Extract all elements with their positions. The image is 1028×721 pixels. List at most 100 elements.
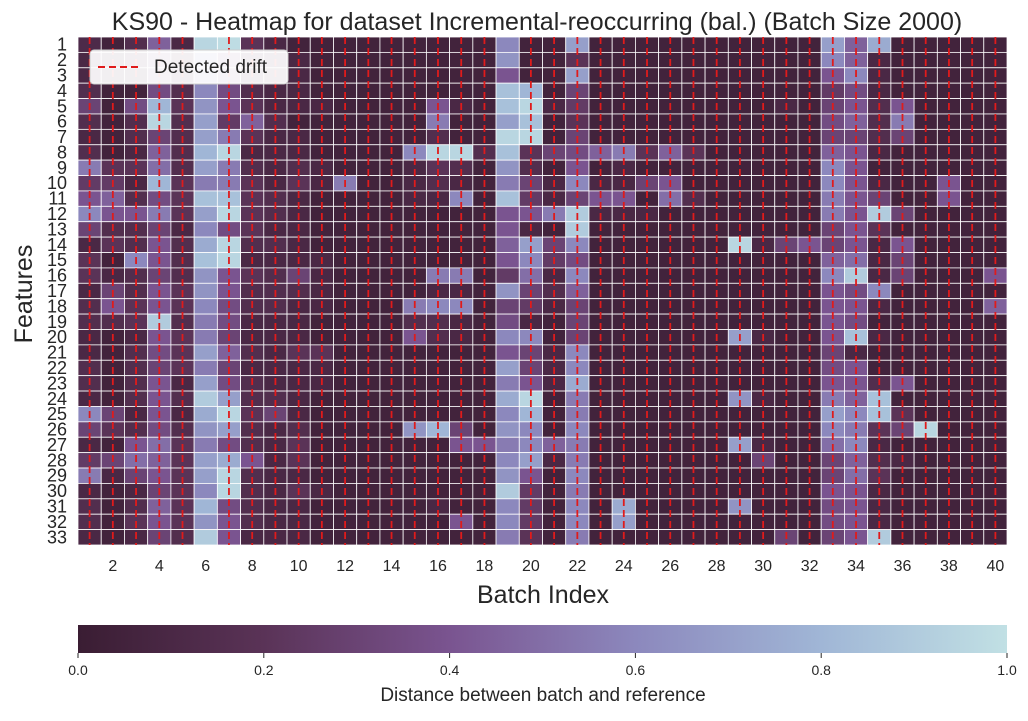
heatmap-cell bbox=[495, 36, 520, 53]
y-tick-label: 4 bbox=[57, 81, 67, 101]
y-axis-label: Features bbox=[10, 245, 38, 344]
heatmap-cell bbox=[495, 252, 520, 269]
colorbar-tick-label: 0.2 bbox=[254, 662, 274, 678]
y-tick-label: 16 bbox=[47, 266, 67, 286]
y-tick-label: 24 bbox=[47, 389, 67, 409]
y-tick-label: 20 bbox=[47, 327, 67, 347]
y-tick-label: 30 bbox=[47, 481, 67, 501]
x-tick-label: 2 bbox=[108, 558, 117, 575]
heatmap-cell bbox=[495, 221, 520, 238]
heatmap-cell bbox=[495, 498, 520, 515]
heatmap-cell bbox=[495, 390, 520, 407]
heatmap-cell bbox=[193, 82, 218, 99]
heatmap-cell bbox=[495, 467, 520, 484]
x-tick-label: 8 bbox=[248, 558, 257, 575]
heatmap-cell bbox=[193, 421, 218, 438]
heatmap-cell bbox=[495, 51, 520, 69]
heatmap-cell bbox=[193, 113, 218, 130]
heatmap-cell bbox=[495, 344, 520, 361]
y-tick-labels: 1234567891011121314151617181920212223242… bbox=[47, 35, 67, 548]
y-tick-label: 25 bbox=[47, 404, 67, 424]
colorbar: 0.0 0.2 0.4 0.6 0.8 1.0 Distance between batc… bbox=[68, 625, 1017, 706]
y-tick-label: 9 bbox=[57, 158, 67, 178]
heatmap-cell bbox=[495, 298, 520, 315]
heatmap-cell bbox=[495, 375, 520, 392]
colorbar-tick-label: 1.0 bbox=[997, 662, 1017, 678]
y-tick-label: 21 bbox=[47, 343, 67, 363]
heatmap-cell bbox=[193, 98, 218, 115]
heatmap-cell bbox=[495, 406, 520, 423]
y-tick-label: 28 bbox=[47, 450, 67, 470]
colorbar-tick-label: 0.0 bbox=[68, 662, 88, 678]
x-tick-label: 30 bbox=[754, 558, 772, 575]
x-axis-label: Batch Index bbox=[477, 581, 610, 609]
heatmap-cell bbox=[193, 436, 218, 454]
x-tick-label: 28 bbox=[708, 558, 726, 575]
x-tick-label: 22 bbox=[568, 558, 586, 575]
x-tick-label: 20 bbox=[522, 558, 540, 575]
y-tick-label: 12 bbox=[47, 204, 67, 224]
colorbar-label: Distance between batch and reference bbox=[380, 685, 705, 706]
y-tick-label: 15 bbox=[47, 250, 67, 270]
y-tick-label: 26 bbox=[47, 420, 67, 440]
heatmap-cell bbox=[495, 144, 520, 161]
y-tick-label: 1 bbox=[57, 35, 67, 55]
heatmap-cell bbox=[495, 483, 520, 500]
y-tick-label: 23 bbox=[47, 373, 67, 393]
y-tick-label: 11 bbox=[48, 189, 67, 209]
legend-box bbox=[89, 49, 289, 85]
y-tick-label: 31 bbox=[47, 497, 67, 517]
y-tick-label: 18 bbox=[47, 296, 67, 316]
colorbar-tick-label: 0.4 bbox=[440, 662, 460, 678]
x-tick-label: 10 bbox=[290, 558, 308, 575]
heatmap-cell bbox=[495, 205, 520, 223]
heatmap-cell bbox=[495, 267, 520, 284]
heatmap-cell bbox=[193, 282, 218, 300]
heatmap-cell bbox=[495, 113, 520, 130]
heatmap-cell bbox=[193, 298, 218, 315]
heatmap-cell bbox=[495, 359, 520, 377]
y-tick-label: 32 bbox=[47, 512, 67, 532]
heatmap-cell bbox=[193, 359, 218, 377]
x-tick-label: 12 bbox=[336, 558, 354, 575]
heatmap-cell bbox=[495, 98, 520, 115]
x-tick-label: 40 bbox=[986, 558, 1004, 575]
x-tick-label: 34 bbox=[847, 558, 865, 575]
heatmap-cell bbox=[495, 313, 520, 330]
y-tick-label: 6 bbox=[57, 112, 67, 132]
y-tick-label: 10 bbox=[47, 173, 67, 193]
heatmap-cell bbox=[495, 436, 520, 454]
heatmap-cell bbox=[193, 329, 218, 346]
heatmap-cell bbox=[193, 236, 218, 253]
heatmap-cell bbox=[193, 375, 218, 392]
heatmap-cell bbox=[495, 236, 520, 253]
x-tick-label: 26 bbox=[661, 558, 679, 575]
colorbar-tick-label: 0.8 bbox=[811, 662, 831, 678]
y-tick-label: 29 bbox=[47, 466, 67, 486]
heatmap-cell bbox=[193, 221, 218, 238]
heatmap-cell bbox=[495, 452, 520, 469]
y-tick-label: 22 bbox=[47, 358, 67, 378]
y-tick-label: 17 bbox=[47, 281, 67, 301]
heatmap-cell bbox=[193, 252, 218, 269]
x-tick-label: 6 bbox=[201, 558, 210, 575]
heatmap-cell bbox=[193, 128, 218, 146]
y-tick-label: 7 bbox=[57, 127, 67, 147]
x-tick-label: 4 bbox=[155, 558, 164, 575]
heatmap-cell bbox=[193, 529, 218, 546]
heatmap-cell bbox=[495, 67, 520, 84]
heatmap-cell bbox=[193, 159, 218, 176]
y-tick-label: 13 bbox=[47, 219, 67, 239]
y-tick-label: 27 bbox=[47, 435, 67, 455]
x-tick-labels: 2 4 6 8 10 12 14 16 18 20 22 24 26 28 30 32 34 36 38 40 bbox=[108, 558, 1004, 575]
heatmap-cell bbox=[495, 175, 520, 192]
heatmap-cell bbox=[193, 190, 218, 207]
heatmap-cell bbox=[495, 282, 520, 300]
y-tick-label: 3 bbox=[57, 65, 67, 85]
legend-drift-label: Detected drift bbox=[154, 57, 268, 78]
x-tick-label: 14 bbox=[383, 558, 401, 575]
colorbar-ticks: 0.0 0.2 0.4 0.6 0.8 1.0 bbox=[68, 653, 1017, 678]
x-tick-label: 24 bbox=[615, 558, 633, 575]
heatmap-cell bbox=[193, 498, 218, 515]
